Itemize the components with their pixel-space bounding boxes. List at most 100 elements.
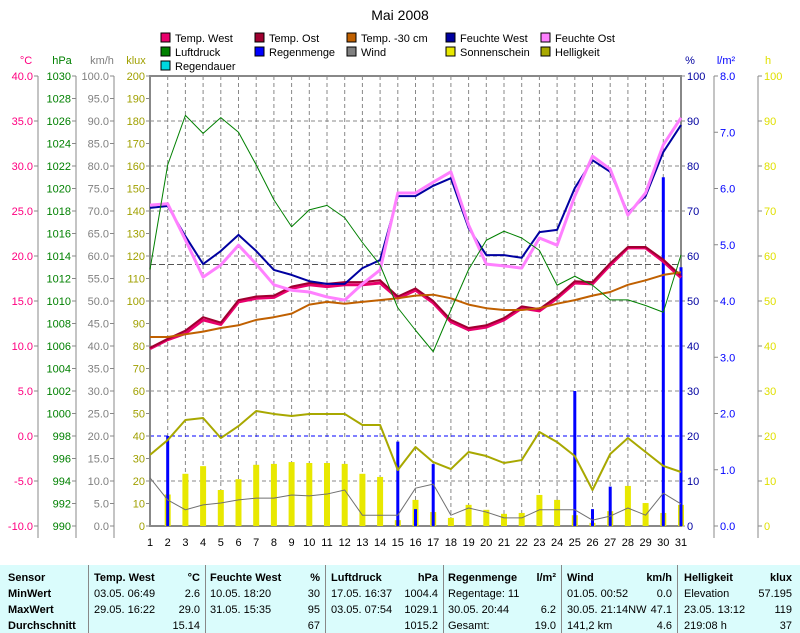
light-tick-label: 200 xyxy=(127,71,145,83)
humidity-tick-label: 100 xyxy=(687,71,705,83)
chart-title: Mai 2008 xyxy=(371,7,429,23)
light-tick-label: 110 xyxy=(127,274,145,286)
wind-cell-label: 01.05. 00:52 xyxy=(567,588,629,600)
bar-regenmenge xyxy=(591,509,594,526)
pressure-tick-label: 1012 xyxy=(47,274,71,286)
rain-tick-label: 5.0 xyxy=(720,240,735,252)
temp-header: Temp. West xyxy=(94,572,155,584)
light-axis-unit: klux xyxy=(126,55,146,67)
pressure-tick-label: 1014 xyxy=(47,251,71,263)
legend-swatch xyxy=(540,32,551,43)
wind-tick-label: 25.0 xyxy=(88,409,109,421)
temp-tick-label: -10.0 xyxy=(8,521,33,533)
temp-tick-label: 40.0 xyxy=(12,71,33,83)
x-tick-label: 12 xyxy=(339,537,351,549)
bar-sonnenschein xyxy=(483,509,490,526)
humidity-tick-label: 10 xyxy=(687,476,699,488)
press-cell-label: 17.05. 16:37 xyxy=(331,588,393,600)
pressure-tick-label: 1002 xyxy=(47,386,71,398)
wind-tick-label: 95.0 xyxy=(88,94,109,106)
light-tick-label: 150 xyxy=(127,184,145,196)
x-tick-label: 15 xyxy=(392,537,404,549)
light-tick-label: 30 xyxy=(133,454,145,466)
legend-label: Sonnenschein xyxy=(460,47,530,59)
bar-regenmenge xyxy=(166,436,170,526)
rain-axis-unit: l/m² xyxy=(717,55,736,67)
bar-sonnenschein xyxy=(624,485,631,526)
pressure-tick-label: 992 xyxy=(53,499,71,511)
legend-label: Temp. Ost xyxy=(269,33,319,45)
x-tick-label: 30 xyxy=(657,537,669,549)
pressure-tick-label: 994 xyxy=(53,476,71,488)
pressure-tick-label: 1026 xyxy=(47,116,71,128)
wind-cell-value: 0.0 xyxy=(656,588,672,600)
light-tick-label: 160 xyxy=(127,161,145,173)
press-cell-value: 1004.4 xyxy=(404,588,438,600)
legend-swatch xyxy=(445,32,456,43)
light-tick-label: 60 xyxy=(133,386,145,398)
light-tick-label: 20 xyxy=(133,476,145,488)
statistics-table: Sensor MinWert MaxWert Durchschnitt Temp… xyxy=(0,565,800,633)
rain-unit: l/m² xyxy=(536,572,556,584)
legend-swatch xyxy=(540,46,551,57)
rain-tick-label: 4.0 xyxy=(720,296,735,308)
rain-tick-label: 2.0 xyxy=(720,409,735,421)
x-tick-label: 26 xyxy=(586,537,598,549)
legend-label: Helligkeit xyxy=(555,47,600,59)
temp-tick-label: 15.0 xyxy=(12,296,33,308)
x-tick-label: 29 xyxy=(639,537,651,549)
wind-tick-label: 90.0 xyxy=(88,116,109,128)
x-tick-label: 6 xyxy=(235,537,241,549)
pressure-tick-label: 1004 xyxy=(47,364,71,376)
press-cell-value: 1015.2 xyxy=(404,620,438,632)
wind-cell-value: 4.6 xyxy=(656,620,672,632)
max-label: MaxWert xyxy=(8,604,54,616)
pressure-tick-label: 1008 xyxy=(47,319,71,331)
legend-label: Regenmenge xyxy=(269,47,335,59)
wind-tick-label: 80.0 xyxy=(88,161,109,173)
humidity-tick-label: 90 xyxy=(687,116,699,128)
sun-tick-label: 20 xyxy=(764,431,776,443)
wind-tick-label: 40.0 xyxy=(88,341,109,353)
light-tick-label: 120 xyxy=(127,251,145,263)
rain-header: Regenmenge xyxy=(448,572,518,584)
humidity-tick-label: 70 xyxy=(687,206,699,218)
light-tick-label: 190 xyxy=(127,94,145,106)
hum-header: Feuchte West xyxy=(210,572,282,584)
line-temp-30-cm xyxy=(150,271,682,338)
pressure-axis-unit: hPa xyxy=(52,55,72,67)
wind-tick-label: 20.0 xyxy=(88,431,109,443)
light-tick-label: 170 xyxy=(127,139,145,151)
light-tick-label: 70 xyxy=(133,364,145,376)
rain-cell-value: 6.2 xyxy=(540,604,556,616)
hum-cell-value: 95 xyxy=(307,604,320,616)
bar-sonnenschein xyxy=(217,490,224,526)
light-cell-value: 57.195 xyxy=(758,588,792,600)
press-unit: hPa xyxy=(417,572,438,584)
sun-tick-label: 40 xyxy=(764,341,776,353)
light-tick-label: 130 xyxy=(127,229,145,241)
x-tick-label: 11 xyxy=(321,537,332,549)
light-unit: klux xyxy=(769,572,792,584)
pressure-tick-label: 1018 xyxy=(47,206,71,218)
light-tick-label: 80 xyxy=(133,341,145,353)
legend-swatch xyxy=(445,46,456,57)
wind-tick-label: 65.0 xyxy=(88,229,109,241)
bar-sonnenschein xyxy=(465,504,472,526)
temp-tick-label: 35.0 xyxy=(12,116,33,128)
sun-tick-label: 60 xyxy=(764,251,776,263)
bar-sonnenschein xyxy=(377,476,384,526)
humidity-tick-label: 80 xyxy=(687,161,699,173)
legend-label: Feuchte West xyxy=(460,33,528,45)
light-cell-label: Elevation xyxy=(684,588,730,600)
wind-cell-label: 30.05. 21:14NW xyxy=(567,604,647,616)
temp-tick-label: 10.0 xyxy=(12,341,33,353)
temp-tick-label: -5.0 xyxy=(14,476,33,488)
temp-cell-label: 29.05. 16:22 xyxy=(94,604,156,616)
x-tick-label: 13 xyxy=(356,537,368,549)
rain-tick-label: 8.0 xyxy=(720,71,735,83)
bar-sonnenschein xyxy=(447,517,454,526)
sun-tick-label: 90 xyxy=(764,116,776,128)
light-cell-label: 219:08 h xyxy=(684,620,727,632)
light-cell-value: 119 xyxy=(774,604,792,616)
